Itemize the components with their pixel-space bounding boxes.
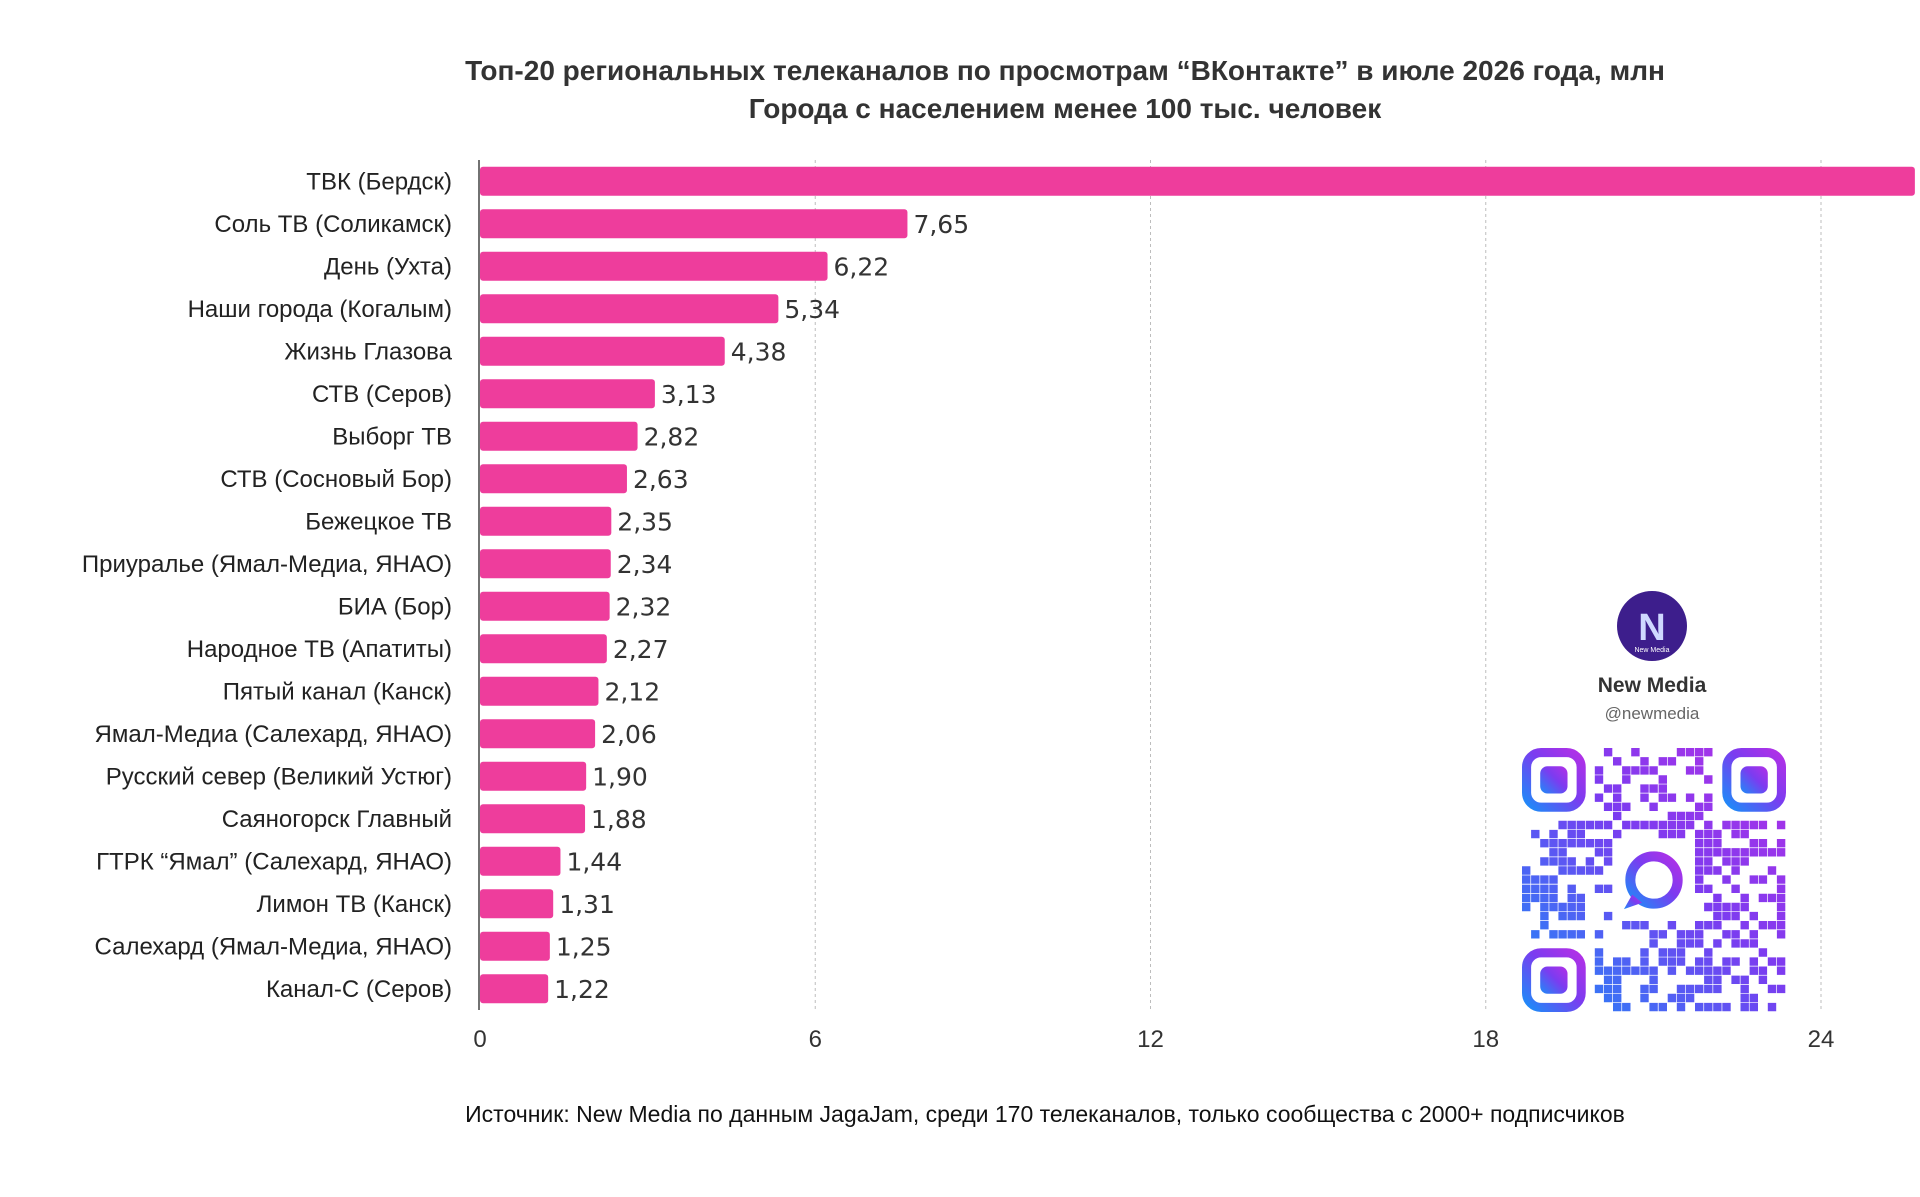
qr-center-chat-icon xyxy=(1625,851,1683,909)
category-label: Наши города (Когалым) xyxy=(188,296,452,323)
category-label: Пятый канал (Канск) xyxy=(223,678,452,705)
qr-finder-inner xyxy=(1540,766,1568,794)
bar xyxy=(480,379,655,409)
qr-modules xyxy=(1522,748,1786,1012)
value-label: 3,13 xyxy=(661,380,717,409)
category-label: Народное ТВ (Апатиты) xyxy=(187,636,452,663)
qr-finder-outer xyxy=(1522,948,1586,1012)
value-label: 1,22 xyxy=(554,975,610,1004)
bar xyxy=(480,549,611,579)
qr-finder-outer xyxy=(1722,747,1787,812)
category-label: СТВ (Сосновый Бор) xyxy=(220,466,452,493)
chart-title: Топ-20 региональных телеканалов по просм… xyxy=(465,55,1665,86)
gridlines xyxy=(814,160,1822,1010)
category-label: БИА (Бор) xyxy=(338,593,452,620)
x-tick-label: 24 xyxy=(1808,1026,1835,1053)
value-label: 1,25 xyxy=(556,932,612,961)
bar xyxy=(480,294,779,324)
qr-finder-inner xyxy=(1540,966,1568,994)
category-label: Приуралье (Ямал-Медиа, ЯНАО) xyxy=(82,551,452,578)
value-label: 2,32 xyxy=(616,592,672,621)
value-label: 5,34 xyxy=(784,295,840,324)
qr-center-chat-tail xyxy=(1623,894,1643,910)
category-label: Бежецкое ТВ xyxy=(305,508,452,535)
category-label: Ямал-Медиа (Салехард, ЯНАО) xyxy=(95,721,452,748)
bar xyxy=(480,719,596,749)
category-label: ТВК (Бердск) xyxy=(306,168,452,195)
value-label: 2,35 xyxy=(617,507,673,536)
value-label: 2,27 xyxy=(613,635,669,664)
logo-letter: N xyxy=(1638,607,1665,649)
bar xyxy=(480,251,828,281)
source-note: Источник: New Media по данным JagaJam, с… xyxy=(465,1101,1625,1127)
value-label: 2,06 xyxy=(601,720,657,749)
category-label: Лимон ТВ (Канск) xyxy=(257,891,452,918)
bar xyxy=(480,336,725,366)
value-label: 1,44 xyxy=(566,847,622,876)
x-tick-label: 18 xyxy=(1472,1026,1499,1053)
x-tick-label: 12 xyxy=(1137,1026,1164,1053)
category-label: День (Ухта) xyxy=(324,253,452,280)
bar xyxy=(480,804,586,834)
bar xyxy=(480,166,1915,196)
bar xyxy=(480,506,612,536)
bar xyxy=(480,889,554,919)
value-label: 4,38 xyxy=(731,337,787,366)
bar xyxy=(480,676,599,706)
category-label: Жизнь Глазова xyxy=(284,338,452,365)
bar xyxy=(480,634,607,664)
qr-finder-inner xyxy=(1740,766,1768,794)
category-label: Канал-С (Серов) xyxy=(266,976,452,1003)
category-label: Русский север (Великий Устюг) xyxy=(106,763,452,790)
chart-subtitle: Города с населением менее 100 тыс. челов… xyxy=(749,93,1382,124)
bar xyxy=(480,464,627,494)
bar xyxy=(480,591,610,621)
qr-code xyxy=(1522,747,1787,1012)
value-label: 2,63 xyxy=(633,465,689,494)
x-tick-label: 6 xyxy=(809,1026,822,1053)
value-label: 7,65 xyxy=(913,210,969,239)
value-label: 2,82 xyxy=(644,422,700,451)
bar xyxy=(480,974,549,1004)
value-labels: 25,687,656,225,344,383,132,822,632,352,3… xyxy=(554,210,969,1004)
value-label: 1,88 xyxy=(591,805,647,834)
bar xyxy=(480,846,561,876)
value-label: 6,22 xyxy=(834,252,890,281)
x-tick-label: 0 xyxy=(473,1026,486,1053)
category-label: Салехард (Ямал-Медиа, ЯНАО) xyxy=(95,933,452,960)
bar xyxy=(480,761,587,791)
brand-handle: @newmedia xyxy=(1605,704,1700,723)
qr-finder-outer xyxy=(1522,747,1586,812)
value-label: 1,31 xyxy=(559,890,615,919)
category-label: Саяногорск Главный xyxy=(222,806,452,833)
category-label: ГТРК “Ямал” (Салехард, ЯНАО) xyxy=(96,848,452,875)
category-label: СТВ (Серов) xyxy=(312,381,452,408)
value-label: 2,12 xyxy=(604,677,660,706)
category-label: Выборг ТВ xyxy=(332,423,452,450)
bar xyxy=(480,209,908,239)
bar xyxy=(480,931,550,961)
brand-name: New Media xyxy=(1598,674,1707,697)
bar xyxy=(480,421,638,451)
value-label: 2,34 xyxy=(617,550,673,579)
brand-block: N New Media New Media @newmedia xyxy=(1522,591,1787,1012)
category-labels: ТВК (Бердск) Соль ТВ (Соликамск) День (Ухт… xyxy=(82,168,453,1003)
logo-small-text: New Media xyxy=(1634,647,1669,654)
category-label: Соль ТВ (Соликамск) xyxy=(214,211,452,238)
bars xyxy=(480,166,1915,1004)
value-label: 1,90 xyxy=(592,762,648,791)
x-axis-ticks: 0 6 12 18 24 xyxy=(473,1026,1834,1053)
new-media-logo xyxy=(1617,591,1687,661)
